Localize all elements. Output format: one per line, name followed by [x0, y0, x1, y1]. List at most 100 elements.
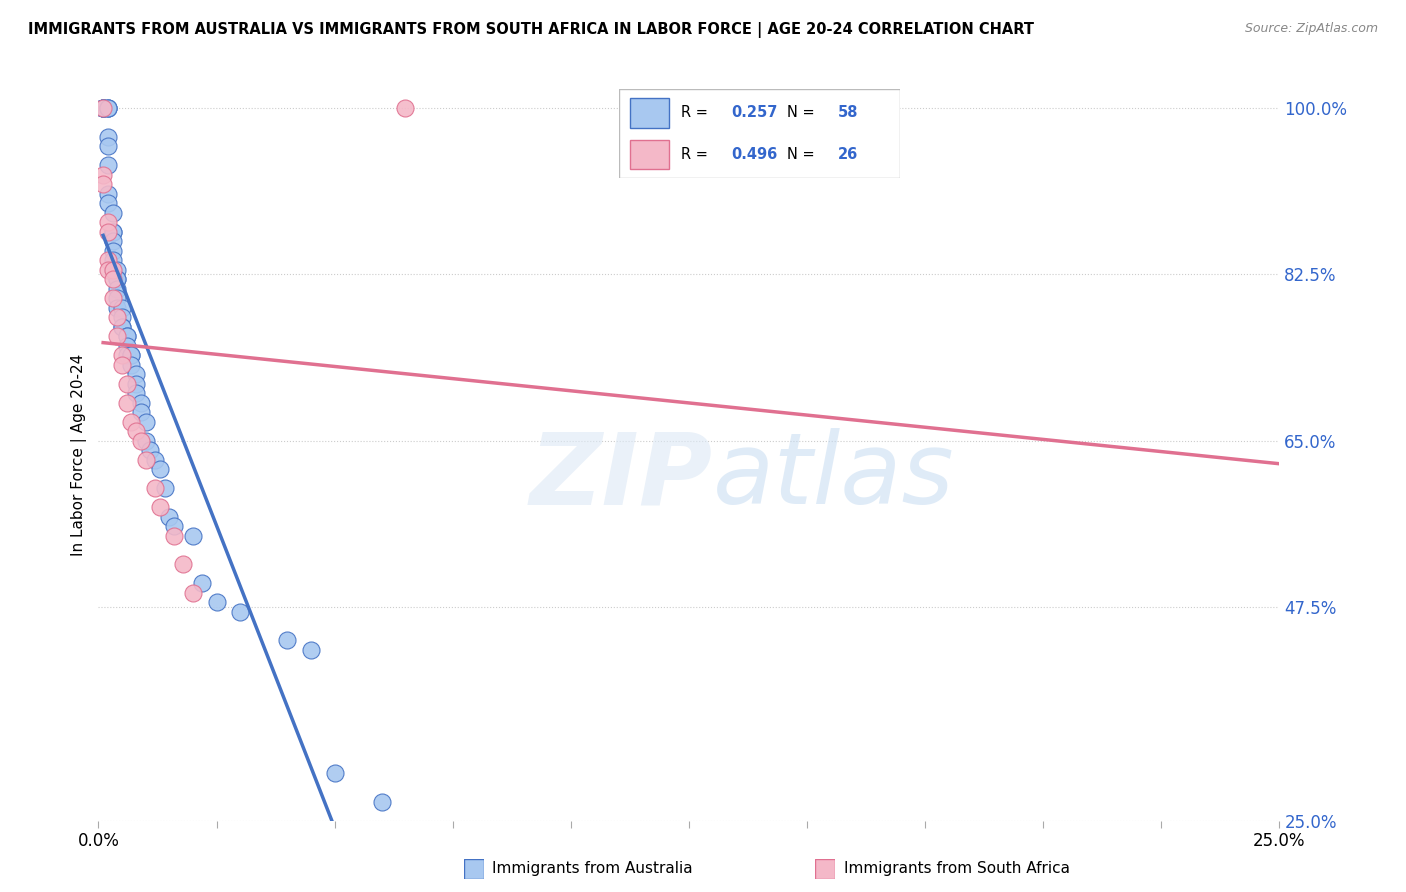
Text: Immigrants from South Africa: Immigrants from South Africa — [844, 862, 1070, 876]
Point — [97, 101, 120, 115]
Point — [135, 415, 157, 429]
Point — [149, 500, 172, 515]
Point — [105, 301, 128, 315]
Point — [111, 319, 134, 334]
Point — [115, 339, 138, 353]
Point — [111, 348, 134, 362]
Point — [105, 272, 128, 286]
Text: R =: R = — [681, 147, 711, 162]
Point — [121, 348, 143, 362]
FancyBboxPatch shape — [619, 89, 900, 178]
Point — [101, 205, 124, 219]
Text: 0.496: 0.496 — [731, 147, 778, 162]
Point — [111, 319, 134, 334]
Point — [97, 139, 120, 153]
Point — [97, 186, 120, 201]
Point — [323, 766, 346, 780]
Point — [125, 424, 148, 438]
Point — [97, 196, 120, 211]
Point — [101, 234, 124, 248]
FancyBboxPatch shape — [815, 859, 835, 879]
Point — [371, 795, 394, 809]
Point — [149, 462, 172, 476]
Point — [125, 367, 148, 381]
Point — [101, 291, 124, 305]
Point — [97, 101, 120, 115]
Point — [135, 434, 157, 448]
Point — [101, 253, 124, 268]
Point — [394, 101, 416, 115]
Point — [276, 633, 298, 648]
Text: ZIP: ZIP — [530, 428, 713, 525]
FancyBboxPatch shape — [464, 859, 484, 879]
Point — [125, 386, 148, 401]
Text: 58: 58 — [838, 105, 859, 120]
Point — [115, 329, 138, 343]
Point — [129, 434, 152, 448]
Point — [101, 225, 124, 239]
Text: 0.257: 0.257 — [731, 105, 778, 120]
Point — [97, 158, 120, 172]
Point — [143, 452, 166, 467]
Point — [121, 348, 143, 362]
Point — [143, 481, 166, 495]
Point — [115, 376, 138, 391]
Point — [101, 262, 124, 277]
Point — [153, 481, 176, 495]
Point — [172, 557, 194, 571]
Point — [157, 509, 180, 524]
Point — [181, 529, 204, 543]
Point — [97, 225, 120, 239]
Point — [101, 262, 124, 277]
Point — [91, 177, 114, 191]
Text: atlas: atlas — [713, 428, 955, 525]
Point — [111, 301, 134, 315]
Point — [111, 358, 134, 372]
Point — [191, 576, 214, 591]
Point — [101, 244, 124, 258]
Point — [91, 101, 114, 115]
Point — [105, 282, 128, 296]
Point — [105, 310, 128, 325]
Point — [135, 452, 157, 467]
Point — [97, 262, 120, 277]
Point — [97, 253, 120, 268]
Point — [129, 405, 152, 419]
Point — [91, 101, 114, 115]
Point — [115, 348, 138, 362]
Point — [97, 215, 120, 229]
Y-axis label: In Labor Force | Age 20-24: In Labor Force | Age 20-24 — [72, 354, 87, 556]
Point — [91, 101, 114, 115]
Text: N =: N = — [787, 105, 820, 120]
Point — [125, 376, 148, 391]
Point — [91, 101, 114, 115]
Point — [163, 529, 186, 543]
Point — [129, 395, 152, 409]
FancyBboxPatch shape — [630, 98, 669, 128]
FancyBboxPatch shape — [630, 140, 669, 169]
Text: R =: R = — [681, 105, 711, 120]
Point — [91, 101, 114, 115]
Text: N =: N = — [787, 147, 820, 162]
Point — [115, 395, 138, 409]
Point — [229, 605, 252, 619]
Point — [97, 129, 120, 144]
Point — [91, 101, 114, 115]
Point — [163, 519, 186, 533]
Point — [115, 329, 138, 343]
Point — [121, 358, 143, 372]
Text: IMMIGRANTS FROM AUSTRALIA VS IMMIGRANTS FROM SOUTH AFRICA IN LABOR FORCE | AGE 2: IMMIGRANTS FROM AUSTRALIA VS IMMIGRANTS … — [28, 22, 1035, 38]
Text: 26: 26 — [838, 147, 858, 162]
Point — [105, 329, 128, 343]
Point — [101, 272, 124, 286]
Point — [181, 585, 204, 599]
Text: Immigrants from Australia: Immigrants from Australia — [492, 862, 693, 876]
Point — [139, 443, 162, 458]
Point — [299, 642, 322, 657]
Point — [205, 595, 228, 609]
Text: Source: ZipAtlas.com: Source: ZipAtlas.com — [1244, 22, 1378, 36]
Point — [101, 225, 124, 239]
Point — [105, 262, 128, 277]
Point — [121, 415, 143, 429]
Point — [111, 310, 134, 325]
